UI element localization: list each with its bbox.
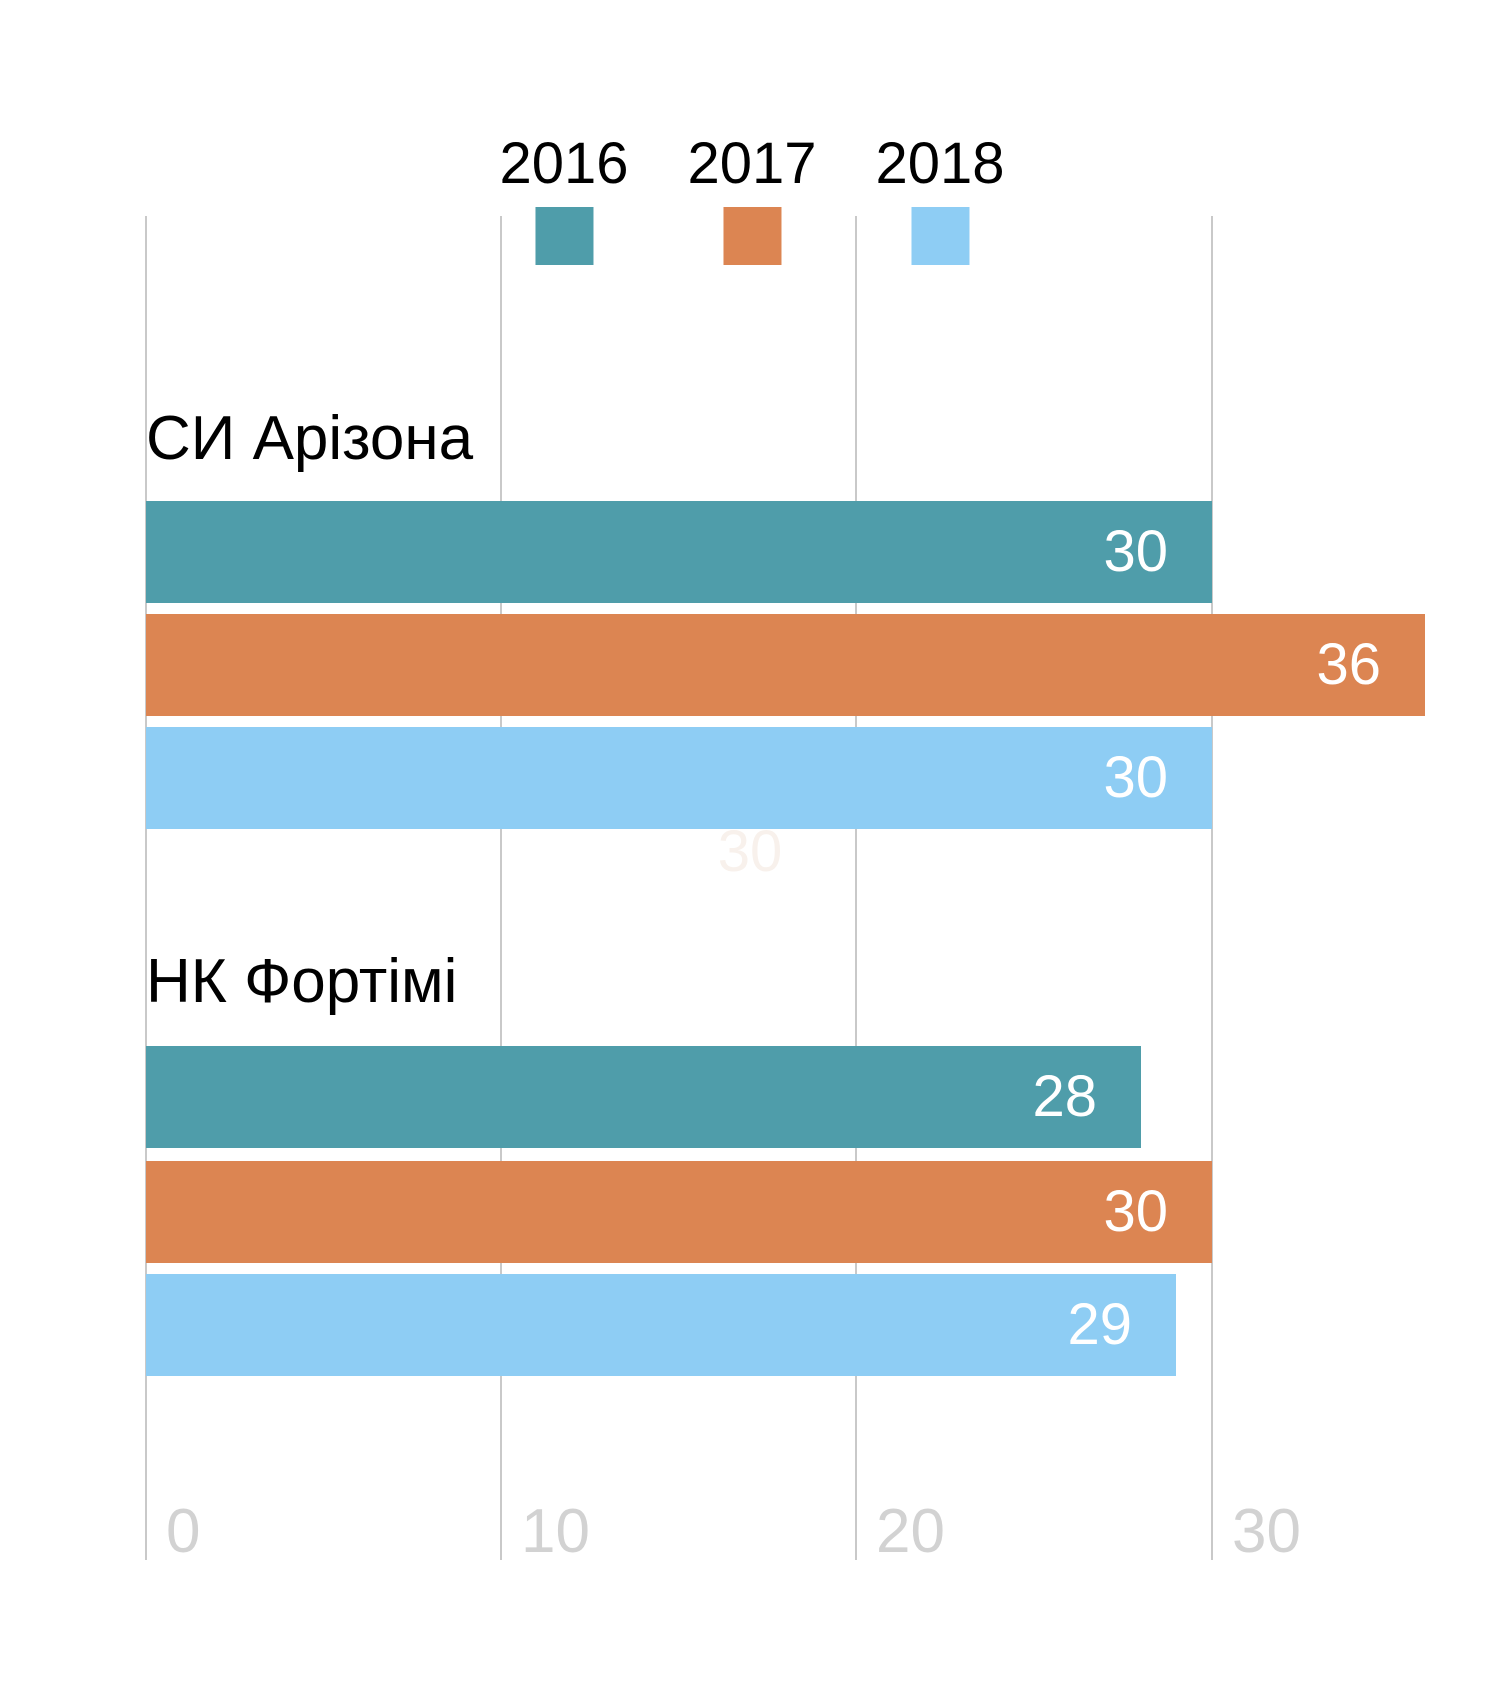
ghost-value-label: 30 <box>717 819 783 884</box>
gridline-20 <box>855 216 857 1560</box>
bar-nk-fortimi-2016: 28 <box>146 1046 1141 1148</box>
gridline-30 <box>1211 216 1213 1560</box>
category-label-nk-fortimi: НК Фортімі <box>146 947 458 1016</box>
legend-swatch-2018 <box>911 207 969 265</box>
value-label-nk-fortimi-2016: 28 <box>1032 1064 1097 1129</box>
value-label-si-arizona-2017: 36 <box>1316 632 1381 697</box>
bar-si-arizona-2018: 30 <box>146 727 1212 829</box>
legend-item-2016: 2016 <box>499 131 629 265</box>
x-tick-0: 0 <box>166 1497 201 1566</box>
legend-swatch-2017 <box>723 207 781 265</box>
value-label-nk-fortimi-2017: 30 <box>1103 1179 1168 1244</box>
x-tick-10: 10 <box>521 1497 590 1566</box>
legend-label-2018: 2018 <box>875 131 1005 196</box>
x-tick-20: 20 <box>876 1497 945 1566</box>
gridline-0 <box>145 216 147 1560</box>
value-label-si-arizona-2016: 30 <box>1103 519 1168 584</box>
value-label-nk-fortimi-2018: 29 <box>1067 1292 1132 1357</box>
legend-item-2017: 2017 <box>687 131 817 265</box>
legend-label-2017: 2017 <box>687 131 817 196</box>
bar-si-arizona-2017: 36 <box>146 614 1425 716</box>
gridline-10 <box>500 216 502 1560</box>
bar-nk-fortimi-2018: 29 <box>146 1274 1176 1376</box>
x-tick-30: 30 <box>1232 1497 1301 1566</box>
category-label-si-arizona: СИ Арізона <box>146 404 474 473</box>
legend-item-2018: 2018 <box>875 131 1005 265</box>
value-label-si-arizona-2018: 30 <box>1103 745 1168 810</box>
legend-label-2016: 2016 <box>499 131 629 196</box>
bar-si-arizona-2016: 30 <box>146 501 1212 603</box>
legend-swatch-2016 <box>535 207 593 265</box>
bar-nk-fortimi-2017: 30 <box>146 1161 1212 1263</box>
